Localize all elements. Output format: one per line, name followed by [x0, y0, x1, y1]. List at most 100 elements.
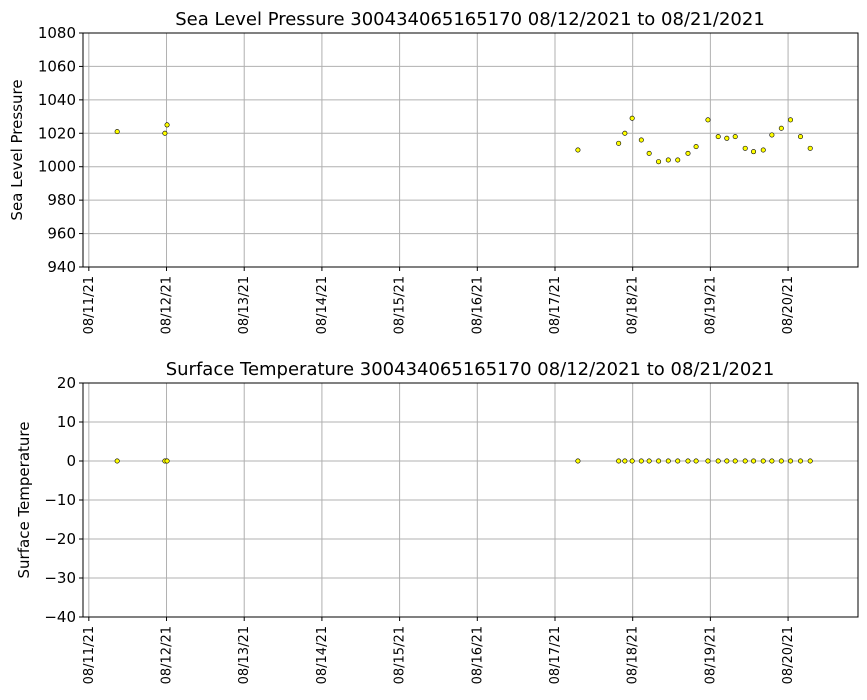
data-point	[616, 458, 622, 464]
data-point	[675, 157, 681, 163]
chart-title: Sea Level Pressure 300434065165170 08/12…	[175, 9, 765, 30]
x-tick-label: 08/15/21	[393, 276, 408, 334]
data-point	[778, 125, 784, 131]
data-point	[732, 458, 738, 464]
data-point	[742, 145, 748, 151]
data-points	[114, 458, 813, 464]
data-point	[778, 458, 784, 464]
x-tick-label: 08/19/21	[703, 276, 718, 334]
data-point	[760, 458, 766, 464]
data-point	[665, 458, 671, 464]
data-point	[622, 458, 628, 464]
data-point	[164, 122, 170, 128]
y-tick-label: 0	[66, 452, 76, 470]
data-point	[788, 458, 794, 464]
data-point	[797, 134, 803, 140]
x-tick-label: 08/13/21	[237, 626, 252, 684]
y-axis-label: Surface Temperature	[15, 422, 33, 579]
x-tick-label: 08/20/21	[781, 276, 796, 334]
y-tick-label: −20	[44, 530, 76, 548]
x-tick-label: 08/17/21	[548, 626, 563, 684]
x-tick-label: 08/14/21	[315, 626, 330, 684]
data-point	[164, 458, 170, 464]
x-tick-label: 08/14/21	[315, 276, 330, 334]
data-point	[807, 145, 813, 151]
data-point	[751, 458, 757, 464]
y-tick-label: 980	[47, 191, 76, 209]
data-point	[656, 159, 662, 165]
surface-temperature-chart: Surface Temperature 300434065165170 08/1…	[15, 359, 859, 684]
y-tick-label: −10	[44, 491, 76, 509]
x-tick-label: 08/11/21	[82, 626, 97, 684]
x-tick-label: 08/20/21	[781, 626, 796, 684]
y-tick-label: −40	[44, 608, 76, 626]
data-point	[742, 458, 748, 464]
data-point	[646, 150, 652, 156]
data-point	[705, 117, 711, 123]
data-point	[114, 129, 120, 135]
x-tick-label: 08/11/21	[82, 276, 97, 334]
x-tick-label: 08/19/21	[703, 626, 718, 684]
data-point	[638, 137, 644, 143]
plot-area	[82, 32, 859, 268]
data-point	[751, 149, 757, 155]
data-point	[760, 147, 766, 153]
data-point	[807, 458, 813, 464]
data-point	[675, 458, 681, 464]
data-point	[638, 458, 644, 464]
y-tick-label: 960	[47, 225, 76, 243]
y-tick-label: 1080	[38, 24, 76, 42]
x-tick-label: 08/16/21	[470, 626, 485, 684]
data-point	[724, 458, 730, 464]
data-point	[769, 458, 775, 464]
y-tick-label: −30	[44, 569, 76, 587]
data-point	[693, 144, 699, 150]
data-point	[629, 458, 635, 464]
data-point	[622, 130, 628, 136]
grid	[83, 32, 858, 268]
data-point	[693, 458, 699, 464]
y-axis-label: Sea Level Pressure	[8, 79, 26, 220]
data-point	[705, 458, 711, 464]
data-points	[114, 115, 813, 165]
sea-level-pressure-chart: Sea Level Pressure 300434065165170 08/12…	[8, 9, 859, 334]
chart-title: Surface Temperature 300434065165170 08/1…	[166, 359, 775, 380]
data-point	[616, 140, 622, 146]
y-tick-label: 1000	[38, 158, 76, 176]
x-tick-label: 08/15/21	[393, 626, 408, 684]
data-point	[114, 458, 120, 464]
data-point	[629, 115, 635, 121]
x-tick-label: 08/12/21	[160, 626, 175, 684]
data-point	[788, 117, 794, 123]
y-tick-label: 20	[57, 374, 76, 392]
x-tick-label: 08/12/21	[160, 276, 175, 334]
data-point	[685, 458, 691, 464]
axis-ticks: −40 −30 −20 −10 0 10 20 08/11/21 08/12/21 08/13/2…	[44, 374, 796, 684]
data-point	[656, 458, 662, 464]
data-point	[769, 132, 775, 138]
data-point	[685, 150, 691, 156]
y-tick-label: 10	[57, 413, 76, 431]
data-point	[575, 147, 581, 153]
y-tick-label: 1020	[38, 124, 76, 142]
data-point	[715, 458, 721, 464]
data-point	[724, 135, 730, 141]
x-tick-label: 08/16/21	[470, 276, 485, 334]
x-tick-label: 08/18/21	[626, 276, 641, 334]
x-tick-label: 08/18/21	[626, 626, 641, 684]
x-tick-label: 08/17/21	[548, 276, 563, 334]
data-point	[732, 134, 738, 140]
data-point	[162, 130, 168, 136]
axis-ticks: 940 960 980 1000 1020 1040 1060 1080 08/11/21 08/…	[38, 24, 796, 334]
y-tick-label: 1040	[38, 91, 76, 109]
x-tick-label: 08/13/21	[237, 276, 252, 334]
y-tick-label: 1060	[38, 57, 76, 75]
data-point	[797, 458, 803, 464]
data-point	[646, 458, 652, 464]
data-point	[665, 157, 671, 163]
grid	[83, 382, 858, 618]
y-tick-label: 940	[47, 258, 76, 276]
data-point	[715, 134, 721, 140]
data-point	[575, 458, 581, 464]
